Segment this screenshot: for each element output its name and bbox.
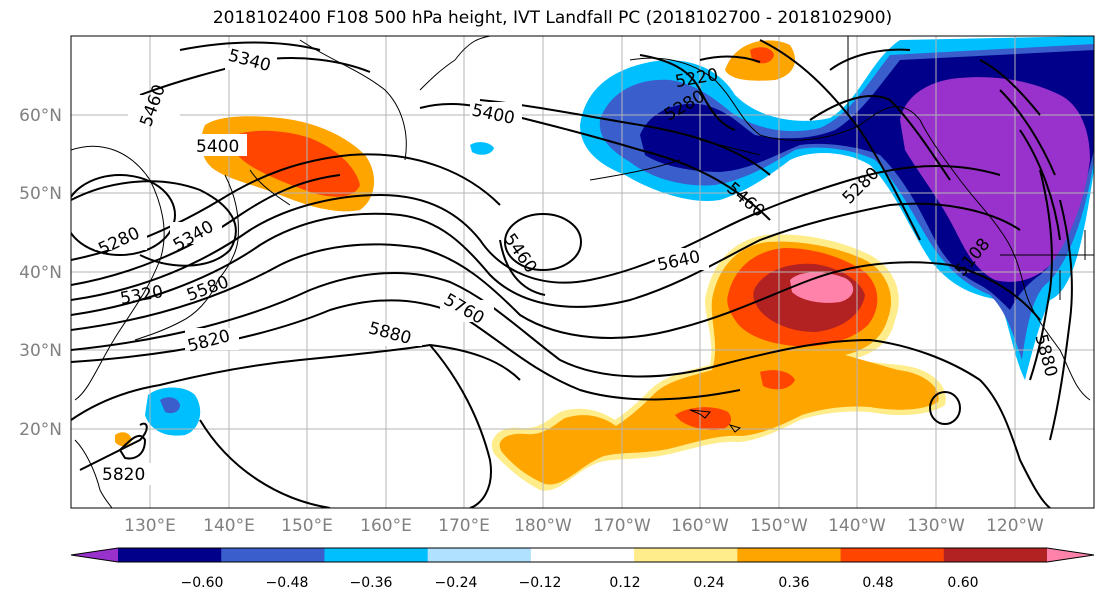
lon-label: 170°E — [438, 516, 490, 536]
colorbar-cell — [737, 548, 842, 562]
colorbar-cell — [530, 548, 635, 562]
colorbar-tick: −0.48 — [266, 575, 309, 591]
lat-label: 30°N — [19, 341, 62, 361]
colorbar-tick: 0.36 — [778, 575, 809, 591]
lon-label: 140°W — [828, 516, 886, 536]
colorbar-tick-labels: −0.60 −0.48 −0.36 −0.24 −0.12 0.12 0.24 … — [181, 575, 979, 591]
colorbar-tick: −0.12 — [519, 575, 562, 591]
lon-label: 170°W — [593, 516, 651, 536]
colorbar-tick: −0.36 — [350, 575, 393, 591]
lon-label: 140°E — [203, 516, 255, 536]
longitude-labels: 130°E 140°E 150°E 160°E 170°E 180°W 170°… — [124, 516, 1044, 536]
lon-label: 150°W — [750, 516, 808, 536]
lat-label: 40°N — [19, 263, 62, 283]
colorbar-extend-arrows — [70, 547, 1095, 563]
lat-label: 50°N — [19, 184, 62, 204]
colorbar-tick: 0.12 — [609, 575, 640, 591]
colorbar-tick: 0.48 — [862, 575, 893, 591]
latitude-labels: 60°N 50°N 40°N 30°N 20°N — [19, 106, 62, 440]
contour-label: 5400 — [196, 137, 239, 157]
lon-label: 130°W — [907, 516, 965, 536]
colorbar-cell — [324, 548, 429, 562]
colorbar-cell — [1047, 548, 1094, 562]
colorbar-tick: 0.60 — [947, 575, 978, 591]
colorbar-outline — [118, 547, 1047, 563]
map-title: 2018102400 F108 500 hPa height, IVT Land… — [212, 8, 893, 28]
colorbar-cell — [943, 548, 1048, 562]
colorbar: −0.60 −0.48 −0.36 −0.24 −0.12 0.12 0.24 … — [70, 547, 1095, 591]
lon-label: 130°E — [124, 516, 176, 536]
colorbar-cell — [118, 548, 222, 562]
lon-label: 180°W — [514, 516, 572, 536]
colorbar-tick: −0.24 — [435, 575, 478, 591]
lon-label: 160°E — [360, 516, 412, 536]
colorbar-cell — [840, 548, 945, 562]
lon-label: 160°W — [671, 516, 729, 536]
contour-label: 5820 — [102, 465, 145, 485]
height-contours — [71, 39, 1073, 508]
colorbar-cell — [634, 548, 738, 562]
colorbar-cell — [427, 548, 532, 562]
colorbar-cell — [221, 548, 325, 562]
map-area: 5340 5460 5400 5280 5340 5220 5280 5400 … — [71, 36, 1094, 508]
lon-label: 150°E — [281, 516, 333, 536]
lat-label: 20°N — [19, 420, 62, 440]
gridlines — [71, 36, 1094, 508]
map-frame — [70, 35, 1095, 509]
colorbar-tick: −0.60 — [181, 575, 224, 591]
colorbar-tick: 0.24 — [693, 575, 724, 591]
lon-label: 120°W — [986, 516, 1044, 536]
colorbar-cell — [71, 548, 118, 562]
lat-label: 60°N — [19, 106, 62, 126]
colorbar-cells — [71, 548, 1094, 562]
